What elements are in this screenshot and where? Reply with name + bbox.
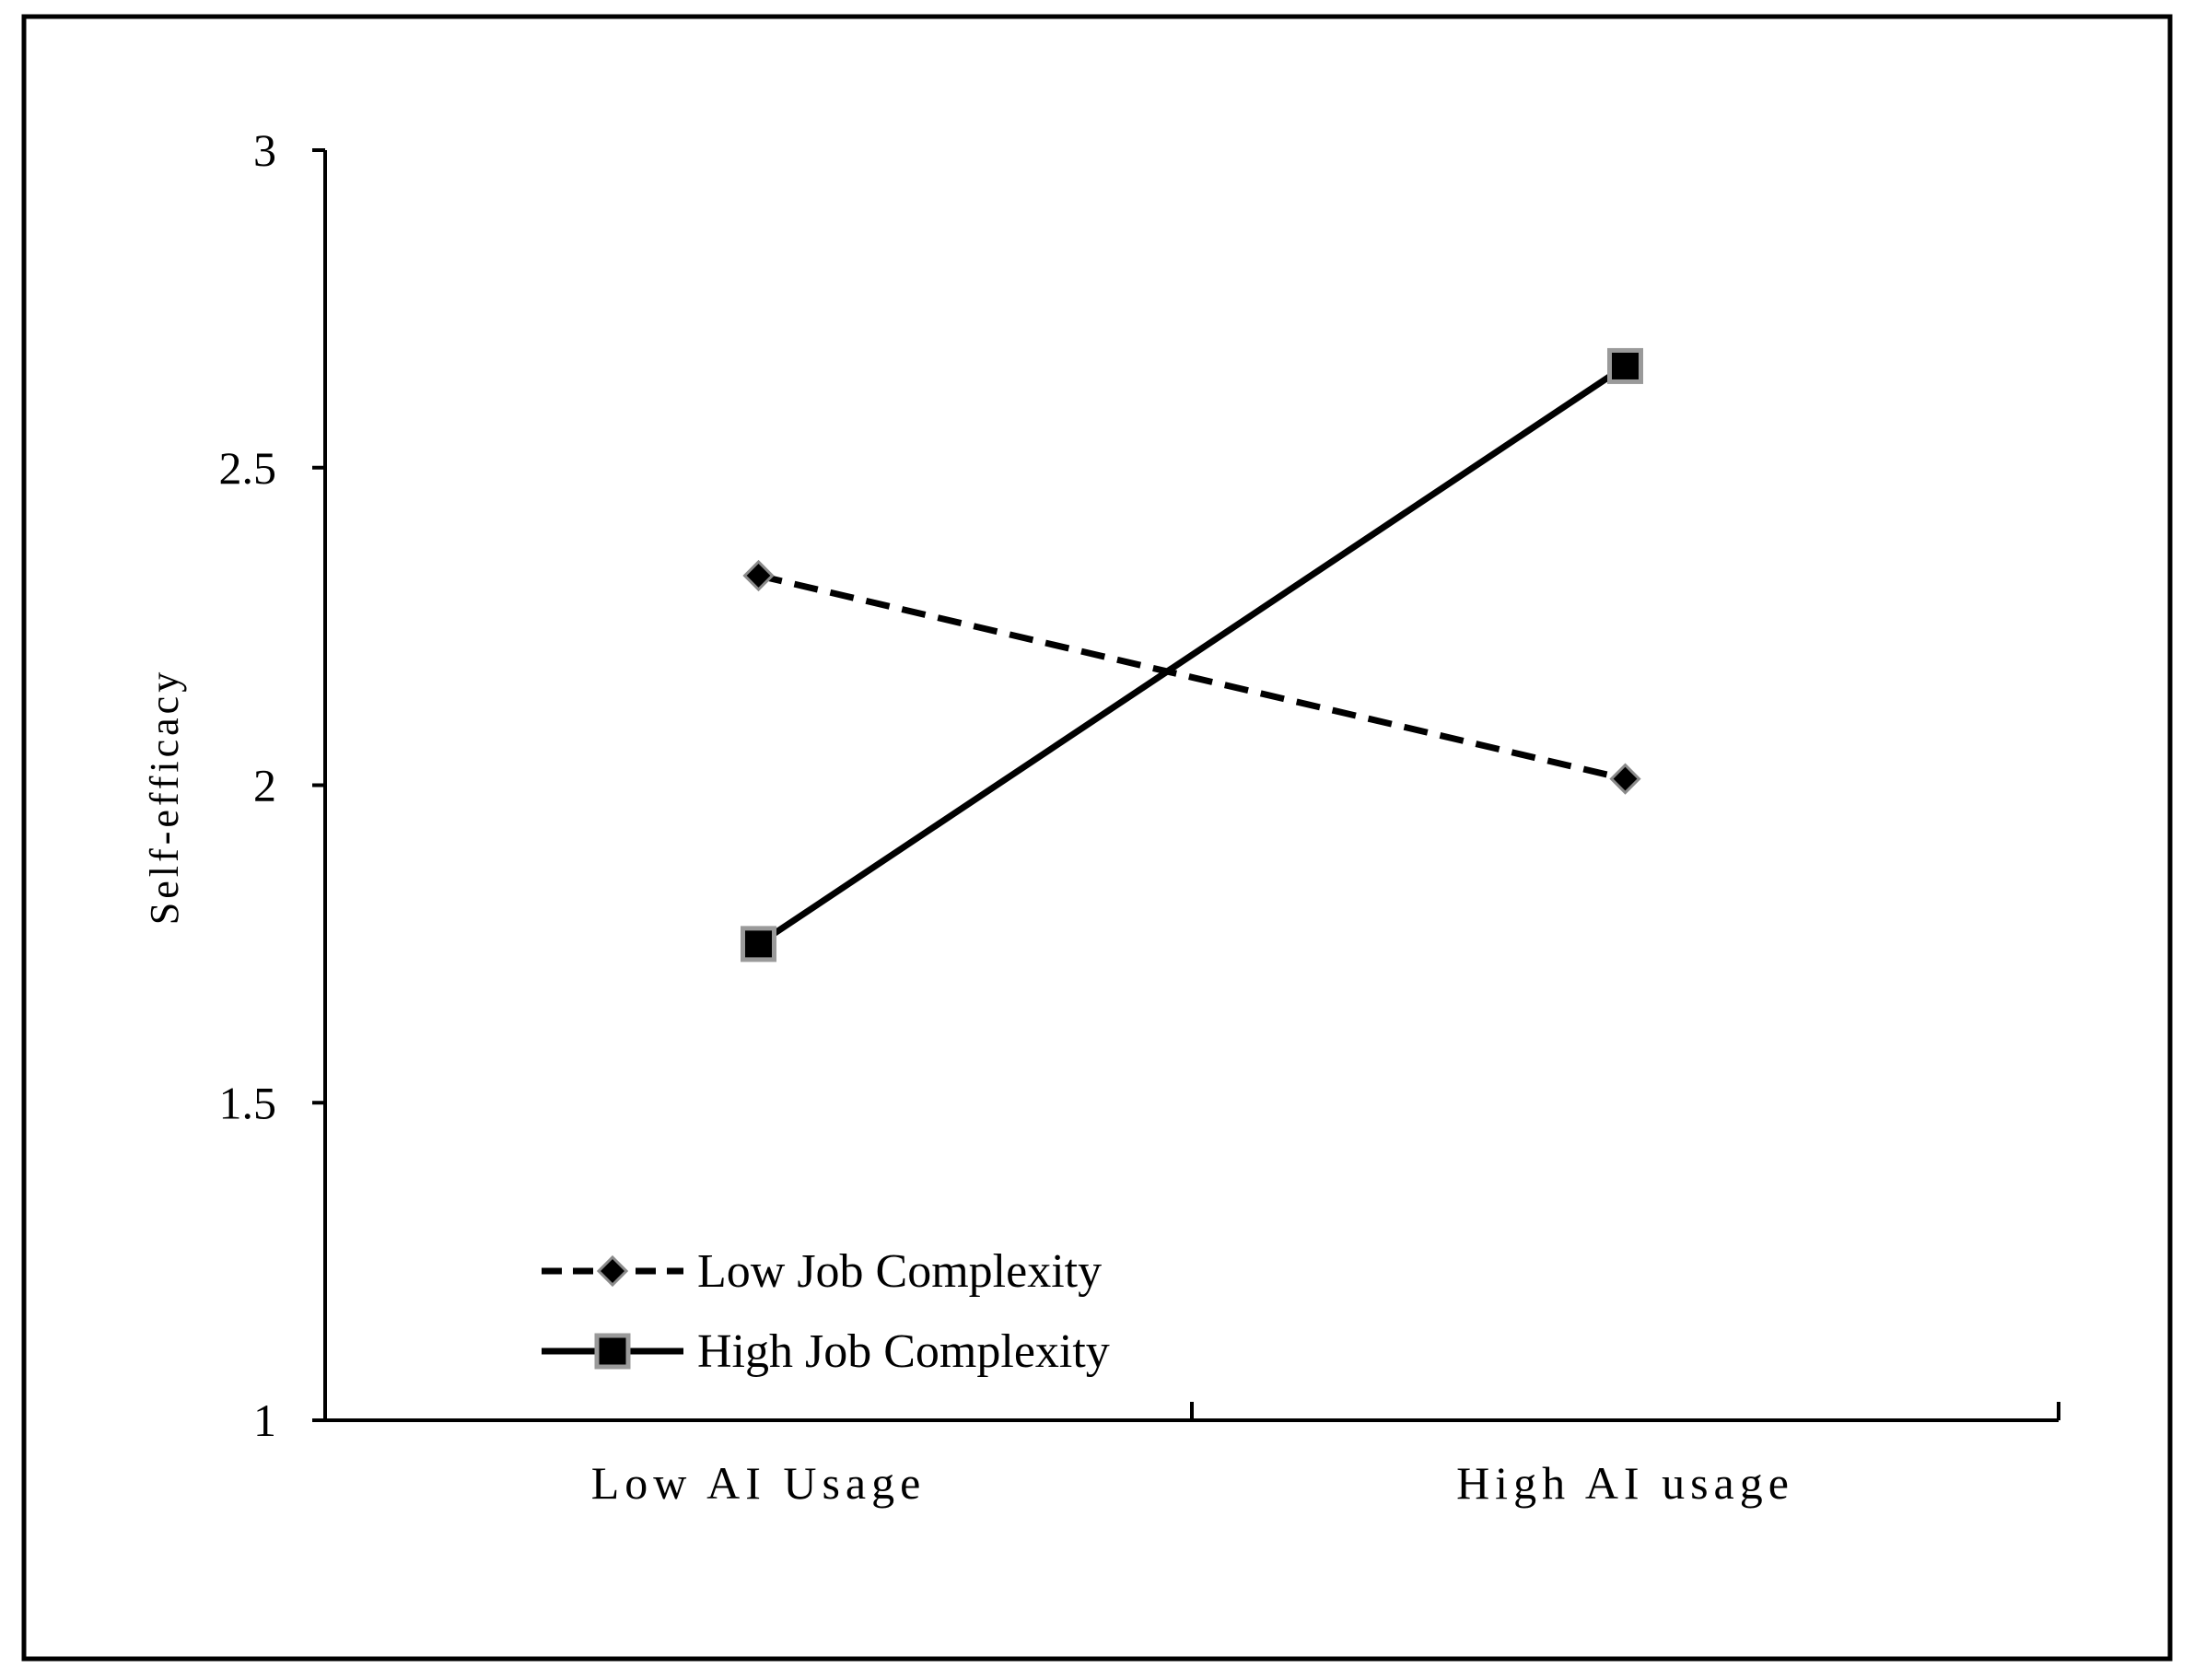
- x-category-label: Low AI Usage: [591, 1457, 927, 1509]
- y-tick-label: 2.5: [219, 442, 277, 494]
- legend: Low Job Complexity High Job Complexity: [542, 1245, 1110, 1378]
- legend-label: High Job Complexity: [697, 1325, 1110, 1378]
- y-tick-label: 2: [253, 760, 276, 811]
- axes: [323, 150, 2059, 1422]
- x-axis-categories: Low AI Usage High AI usage: [591, 1402, 2060, 1509]
- y-tick-label: 1.5: [219, 1077, 277, 1128]
- legend-item: High Job Complexity: [542, 1325, 1110, 1378]
- y-tick-label: 1: [253, 1394, 276, 1446]
- y-axis-title: Self-efficacy: [142, 669, 187, 925]
- legend-item: Low Job Complexity: [542, 1245, 1102, 1298]
- series-0: [742, 559, 1641, 795]
- legend-label: Low Job Complexity: [697, 1245, 1102, 1298]
- square-marker: [1607, 347, 1643, 384]
- chart-border: [21, 14, 2173, 1662]
- x-category-label: High AI usage: [1456, 1457, 1794, 1509]
- y-tick-label: 3: [253, 124, 276, 176]
- square-marker: [741, 926, 776, 962]
- diamond-marker: [1609, 763, 1641, 795]
- series-1: [741, 347, 1643, 962]
- series-layer: [741, 347, 1643, 962]
- square-marker: [594, 1333, 631, 1370]
- series-line: [757, 572, 1627, 783]
- diamond-marker: [596, 1254, 629, 1288]
- diamond-marker: [742, 559, 775, 592]
- series-line: [756, 363, 1628, 947]
- y-axis-ticks: 1 1.5 2 2.5 3: [219, 124, 325, 1446]
